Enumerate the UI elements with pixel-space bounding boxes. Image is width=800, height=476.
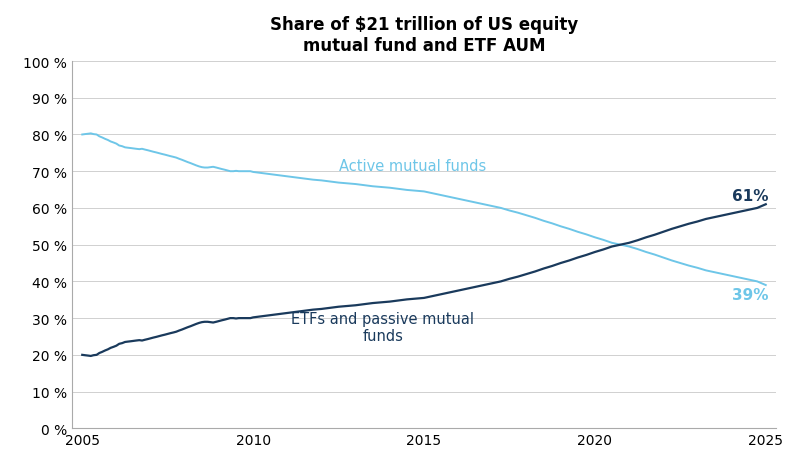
Title: Share of $21 trillion of US equity
mutual fund and ETF AUM: Share of $21 trillion of US equity mutua… xyxy=(270,16,578,55)
Text: 39%: 39% xyxy=(731,287,768,302)
Text: ETFs and passive mutual
funds: ETFs and passive mutual funds xyxy=(291,311,474,344)
Text: 61%: 61% xyxy=(731,188,768,203)
Text: Active mutual funds: Active mutual funds xyxy=(338,159,486,174)
